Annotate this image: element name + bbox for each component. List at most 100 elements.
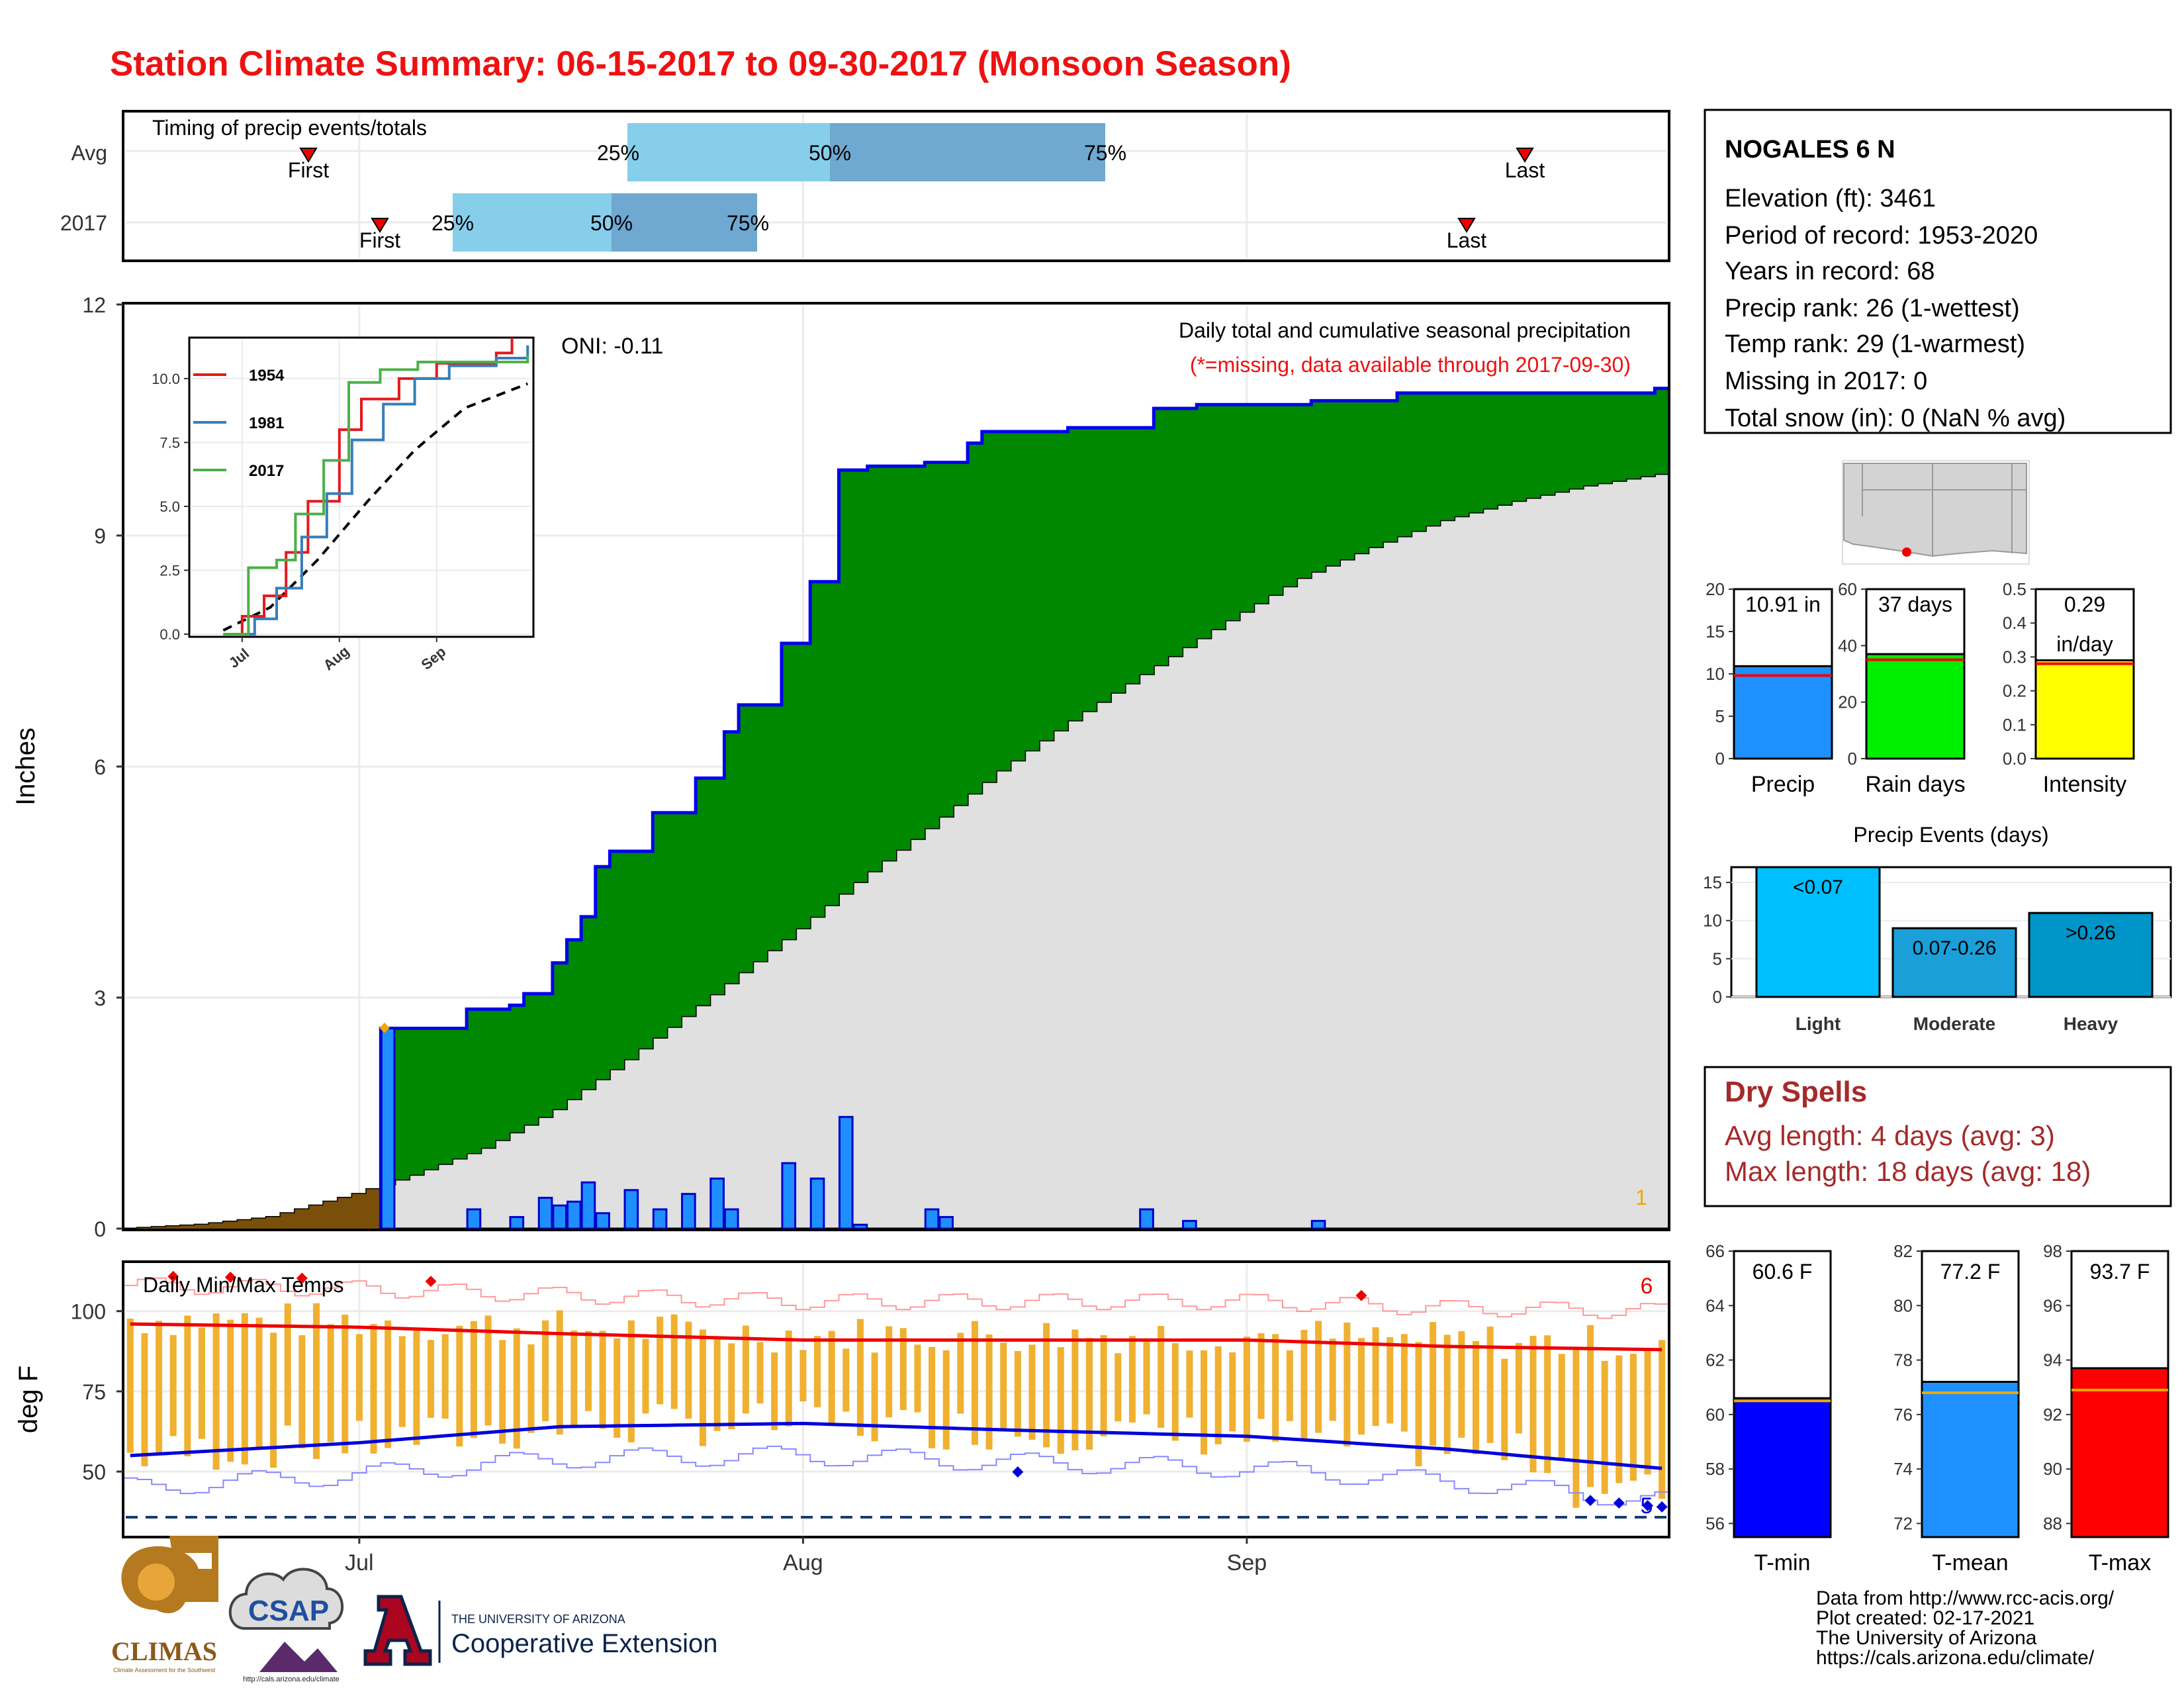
y2017-q25-q50-bar <box>453 193 612 252</box>
daily-temp-bar <box>1400 1334 1408 1432</box>
daily-temp-bar <box>799 1350 807 1402</box>
summary-bar-charts: 0 5 10 15 20 10.91 in Precip 0 20 40 60 37 days Rain… <box>1706 579 2135 797</box>
precip-y-label: Inches <box>11 727 40 806</box>
daily-precip-bar <box>567 1200 582 1230</box>
daily-precip-bar <box>466 1208 482 1230</box>
daily-temp-bar <box>141 1333 148 1466</box>
csap-cloud <box>228 1568 344 1630</box>
x-tick-label: Aug <box>783 1550 823 1575</box>
summary-bar-label: Intensity <box>2043 772 2127 797</box>
temp-summary-bar-t-min <box>1733 1397 1832 1538</box>
daily-temp-bar <box>713 1338 721 1431</box>
daily-temp-bar <box>1343 1323 1351 1447</box>
temp-summary-tick-label: 82 <box>1893 1241 1913 1261</box>
daily-precip-bar <box>709 1177 725 1230</box>
daily-precip-bar <box>1310 1219 1326 1230</box>
ua-a-mark <box>363 1595 432 1666</box>
summary-bar-tick-label: 0.5 <box>2003 579 2026 599</box>
daily-precip-bar <box>380 1027 396 1230</box>
summary-bar-tick-label: 60 <box>1838 579 1857 599</box>
temp-count-max: 6 <box>1641 1274 1653 1299</box>
daily-temp-bar <box>1372 1327 1379 1427</box>
events-bar-label: >0.26 <box>2066 922 2116 944</box>
record-min-line <box>123 1445 1669 1506</box>
daily-temp-bar <box>1014 1350 1021 1437</box>
timing-row-avg: Avg <box>71 141 107 165</box>
daily-precip-bar <box>1182 1219 1197 1230</box>
daily-temp-bar <box>1143 1340 1150 1415</box>
daily-temp-bar <box>227 1319 234 1462</box>
record-high-point <box>425 1276 437 1288</box>
daily-temp-bar <box>1028 1344 1036 1440</box>
events-tick-label: 0 <box>1713 987 1722 1007</box>
temp-y-tick-label: 50 <box>82 1460 106 1484</box>
summary-bar-tick-label: 0.4 <box>2003 613 2026 633</box>
daily-temp-bar <box>1043 1323 1050 1448</box>
daily-temp-bar <box>1458 1331 1465 1438</box>
daily-temp-bar <box>1086 1338 1093 1450</box>
summary-bar-tick-label: 0.2 <box>2003 681 2026 701</box>
temp-summary-bar-t-mean <box>1921 1380 2020 1538</box>
summary-bar-tick-label: 20 <box>1706 579 1725 599</box>
daily-temp-bar <box>398 1336 406 1427</box>
daily-temp-bar <box>756 1342 764 1404</box>
x-tick-label: Sep <box>1227 1550 1267 1575</box>
temp-frame <box>122 1260 1670 1538</box>
inset-legend-label: 2017 <box>249 462 284 480</box>
temp-summary-tick-label: 62 <box>1706 1350 1725 1370</box>
precip-panel: 0 3 6 9 12 Inches ONI: -0.11 Daily total and… <box>11 293 1670 1241</box>
temp-summary-tick-label: 58 <box>1706 1459 1725 1479</box>
summary-bar-value-unit: in/day <box>2056 632 2113 656</box>
temp-y-tick-label: 75 <box>82 1380 106 1404</box>
station-name: NOGALES 6 N <box>1725 136 1895 164</box>
y2017-first-marker <box>371 218 389 233</box>
dry-spells-max: Max length: 18 days (avg: 18) <box>1725 1156 2091 1187</box>
avg-first-marker <box>299 148 318 163</box>
daily-temp-bar <box>899 1328 907 1411</box>
cumulative-2017-line <box>379 387 1669 1229</box>
station-info-box: NOGALES 6 N Elevation (ft): 3461 Period … <box>1704 109 2172 434</box>
daily-temp-bar <box>814 1336 821 1407</box>
daily-temp-bar <box>1486 1327 1494 1443</box>
daily-temp-bar <box>1587 1325 1594 1487</box>
summary-bar-value: 10.91 in <box>1745 592 1821 616</box>
daily-temp-bar <box>298 1335 306 1449</box>
events-bar-label: 0.07-0.26 <box>1913 937 1997 959</box>
avg-q25-label: 25% <box>597 141 639 165</box>
summary-bar-tick-label: 10 <box>1706 664 1725 684</box>
station-location-dot <box>1902 547 1911 557</box>
station-line: Precip rank: 26 (1-wettest) <box>1725 295 2020 322</box>
dry-spells-box: Dry Spells Avg length: 4 days (avg: 3) M… <box>1704 1066 2172 1207</box>
daily-temp-bar <box>742 1325 749 1414</box>
dry-spells-frame <box>1704 1066 2172 1207</box>
temp-summary-tick-label: 88 <box>2043 1513 2062 1533</box>
station-line: Elevation (ft): 3461 <box>1725 185 1936 212</box>
daily-temp-bar <box>499 1340 506 1444</box>
summary-bar-intensity <box>2034 659 2135 760</box>
daily-precip-bar <box>552 1204 568 1230</box>
events-tick-label: 15 <box>1703 872 1722 892</box>
map-land <box>1843 463 2027 557</box>
daily-precip-bar <box>852 1223 868 1230</box>
daily-temp-bar <box>1644 1351 1651 1475</box>
inset-y-tick-label: 10.0 <box>152 371 180 387</box>
inset-y-tick-label: 5.0 <box>159 498 180 515</box>
summary-bar-tick-label: 0 <box>1715 749 1725 769</box>
daily-temp-bar <box>1387 1336 1394 1424</box>
daily-temp-bar <box>1243 1336 1250 1442</box>
daily-temp-bar <box>1315 1321 1322 1433</box>
daily-temp-bar <box>1214 1346 1222 1444</box>
daily-temp-bar <box>198 1327 205 1439</box>
inset-series-1981 <box>223 345 529 635</box>
csap-mountains <box>259 1642 338 1672</box>
temp-summary-tick-label: 60 <box>1706 1405 1725 1425</box>
orange-missing-marker <box>379 1022 390 1033</box>
events-bar-label: <0.07 <box>1793 876 1843 898</box>
daily-temp-bar <box>1000 1342 1007 1430</box>
climas-sun <box>138 1564 175 1601</box>
daily-temp-bar <box>428 1340 435 1418</box>
precip-y-tick-label: 12 <box>82 293 106 317</box>
inset-y-tick-label: 2.5 <box>159 562 180 579</box>
